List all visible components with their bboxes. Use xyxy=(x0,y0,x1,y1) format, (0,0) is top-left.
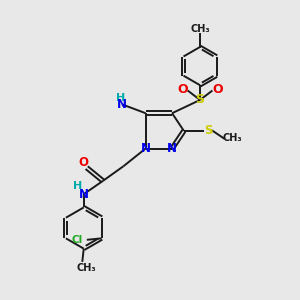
Text: H: H xyxy=(116,93,125,103)
Text: O: O xyxy=(78,156,88,169)
Text: Cl: Cl xyxy=(72,235,83,245)
Text: CH₃: CH₃ xyxy=(222,133,242,143)
Text: N: N xyxy=(79,188,89,201)
Text: N: N xyxy=(141,142,151,155)
Text: H: H xyxy=(73,181,82,191)
Text: O: O xyxy=(212,82,223,95)
Text: CH₃: CH₃ xyxy=(190,24,210,34)
Text: CH₃: CH₃ xyxy=(76,263,96,273)
Text: S: S xyxy=(196,93,205,106)
Text: N: N xyxy=(167,142,177,155)
Text: N: N xyxy=(117,98,127,111)
Text: S: S xyxy=(204,124,212,137)
Text: O: O xyxy=(177,82,188,95)
